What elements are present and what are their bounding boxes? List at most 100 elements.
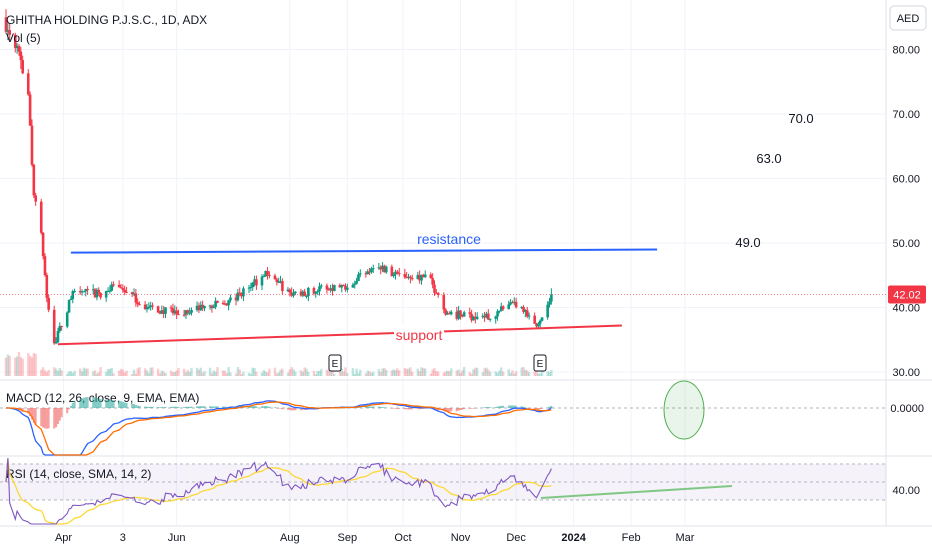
volume-bar: [416, 368, 420, 376]
candle-body: [255, 279, 258, 286]
macd-histogram-bar: [288, 408, 291, 411]
candle-body: [511, 302, 514, 304]
volume-bar: [253, 368, 256, 376]
volume-bar: [4, 357, 8, 376]
macd-histogram-bar: [30, 408, 33, 420]
macd-annotation-ellipse[interactable]: [663, 380, 705, 440]
volume-bar: [190, 367, 193, 376]
candle-body: [316, 291, 319, 293]
volume-bar: [340, 368, 343, 376]
macd-histogram-bar: [121, 401, 124, 408]
candle-body: [260, 276, 264, 286]
earnings-marker-label: E: [537, 359, 544, 370]
volume-bar: [273, 367, 277, 376]
trend-lines[interactable]: resistance support 49.0 63.0 70.0 E E: [0, 111, 886, 372]
support-line[interactable]: [57, 324, 622, 346]
macd-histogram-bar: [151, 406, 154, 408]
candle-body: [371, 268, 375, 270]
macd-histogram-bar: [138, 406, 141, 408]
volume-bar: [312, 370, 316, 376]
macd-histogram-bar: [264, 406, 267, 408]
volume-bar: [108, 368, 112, 376]
candle-body: [201, 304, 204, 309]
volume-bar: [260, 372, 264, 376]
macd-line: [5, 400, 552, 456]
macd-histogram-bar: [212, 406, 215, 408]
candle-body: [229, 297, 232, 301]
volume-bar: [143, 368, 147, 376]
candle-body: [333, 285, 336, 292]
macd-histogram-bar: [509, 405, 512, 408]
macd-histogram-bar: [92, 397, 95, 408]
macd-histogram-bar: [411, 408, 414, 410]
candle-body: [320, 285, 323, 287]
volume-bar: [431, 369, 434, 376]
time-axis[interactable]: Apr 3 Jun Aug Sep Oct Nov Dec 2024 Feb Mar: [55, 532, 695, 544]
candle-body: [28, 94, 32, 126]
volume-bar: [19, 357, 23, 376]
macd-histogram-bar: [84, 397, 87, 408]
earnings-marker[interactable]: [328, 354, 342, 372]
macd-histogram-bar: [416, 408, 419, 410]
price-tick-label: 60.00: [892, 174, 920, 186]
volume-bar: [331, 369, 334, 376]
macd-histogram-bar: [422, 408, 425, 409]
macd-histogram-bar: [216, 406, 219, 408]
macd-histogram-bar: [131, 403, 134, 408]
resistance-line[interactable]: [70, 248, 658, 254]
macd-histogram-bar: [47, 408, 50, 429]
candle-body: [364, 273, 368, 275]
candle-body: [175, 310, 178, 315]
candle-body: [182, 314, 186, 316]
volume-bar: [21, 358, 24, 376]
macd-histogram-bar: [273, 407, 276, 408]
macd-histogram-bar: [522, 406, 525, 408]
volume-bar: [112, 373, 115, 376]
candle-body: [268, 274, 271, 276]
volume-bar: [533, 371, 536, 376]
volume-bar: [546, 371, 549, 376]
earnings-marker[interactable]: [533, 354, 547, 372]
rsi-trendline[interactable]: [540, 485, 733, 499]
macd-histogram-bar: [45, 408, 48, 429]
volume-bar: [247, 372, 251, 376]
macd-histogram-bar: [463, 408, 466, 410]
macd-histogram-bar: [377, 406, 380, 408]
candle-body: [184, 310, 188, 315]
volume-bar: [501, 371, 505, 376]
candle-body: [537, 323, 540, 327]
volume-bar: [318, 370, 321, 376]
volume-bar: [84, 368, 87, 376]
volume-bar: [225, 373, 228, 376]
time-tick-label: Oct: [394, 532, 411, 544]
candle-body: [286, 289, 290, 292]
macd-histogram-bar: [550, 405, 553, 408]
currency-button[interactable]: [889, 5, 927, 31]
volume-bar: [353, 373, 356, 376]
candle-body: [420, 274, 423, 281]
candle-body: [459, 310, 462, 315]
macd-histogram-bar: [173, 406, 176, 408]
macd-histogram-bar: [196, 406, 199, 408]
volume-bar: [422, 368, 425, 376]
volume-bar: [136, 368, 139, 376]
candle-body: [149, 305, 152, 308]
time-tick-label: Sep: [338, 532, 358, 544]
chart-title: GHITHA HOLDING P.J.S.C., 1D, ADX: [6, 13, 207, 27]
candle-body: [112, 284, 115, 286]
candle-body: [449, 311, 453, 315]
candle-body: [475, 316, 479, 319]
volume-bar: [368, 371, 371, 376]
macd-histogram-bar: [524, 407, 527, 408]
candle-body: [110, 284, 114, 291]
signal-line: [6, 401, 552, 456]
volume-bar: [238, 369, 241, 376]
price-axis[interactable]: 80.00 70.00 60.00 50.00 40.00 30.00 42.02: [888, 45, 926, 380]
macd-histogram-bar: [71, 402, 74, 408]
macd-histogram-bar: [498, 406, 501, 408]
candle-body: [143, 304, 147, 310]
earnings-marker-label: E: [332, 359, 339, 370]
volume-bar: [43, 370, 47, 376]
candle-body: [370, 268, 373, 273]
